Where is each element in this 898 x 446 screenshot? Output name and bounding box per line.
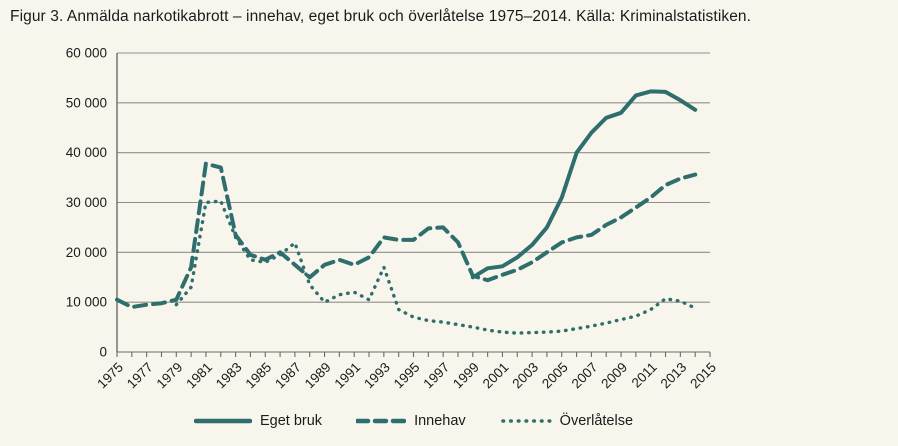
x-tick-label: 1995 (391, 360, 423, 392)
legend-label: Innehav (414, 413, 466, 429)
x-tick-label: 2005 (539, 360, 571, 392)
legend-item-eget-bruk: Eget bruk (193, 413, 323, 429)
x-tick-label: 1983 (213, 360, 245, 392)
dashed-line-icon (356, 418, 407, 424)
y-tick-label: 40 000 (66, 145, 107, 160)
y-tick-label: 0 (99, 345, 107, 360)
x-tick-label: 1999 (450, 360, 482, 392)
legend-label: Eget bruk (259, 413, 323, 429)
x-tick-label: 1979 (154, 360, 186, 392)
x-tick-label: 1989 (302, 360, 334, 392)
dotted-line-icon (500, 419, 552, 423)
x-tick-label: 1985 (243, 360, 275, 392)
x-tick-label: 2003 (509, 360, 541, 392)
x-tick-label: 1975 (94, 360, 126, 392)
series-dashed-line (115, 161, 698, 310)
y-tick-label: 10 000 (66, 295, 107, 310)
x-tick-label: 2015 (687, 360, 719, 392)
y-tick-label: 50 000 (66, 95, 107, 110)
x-tick-label: 1981 (183, 360, 215, 392)
x-tick-label: 2001 (480, 360, 512, 392)
legend-item-overlatelse: Överlåtelse (500, 413, 633, 429)
x-tick-label: 1991 (331, 360, 363, 392)
y-tick-label: 20 000 (66, 245, 107, 260)
series-solid-line (470, 89, 698, 280)
x-tick-label: 2011 (629, 360, 660, 391)
figure-title: Figur 3. Anmälda narkotikabrott – inneha… (10, 8, 752, 25)
chart-legend: Eget bruk Innehav Överlåtelse (117, 413, 710, 429)
x-tick-label: 1977 (124, 360, 156, 392)
x-tick-label: 1993 (361, 360, 393, 392)
y-tick-label: 30 000 (66, 195, 107, 210)
x-tick-label: 1987 (272, 360, 304, 392)
y-tick-label: 60 000 (66, 46, 107, 61)
x-tick-label: 2009 (598, 360, 630, 392)
legend-item-innehav: Innehav (356, 413, 466, 429)
series-dotted-line (174, 199, 697, 335)
x-tick-label: 1997 (420, 360, 452, 392)
solid-line-icon (193, 418, 252, 424)
x-tick-label: 2007 (569, 360, 601, 392)
legend-label: Överlåtelse (559, 413, 634, 429)
x-tick-label: 2013 (658, 360, 690, 392)
